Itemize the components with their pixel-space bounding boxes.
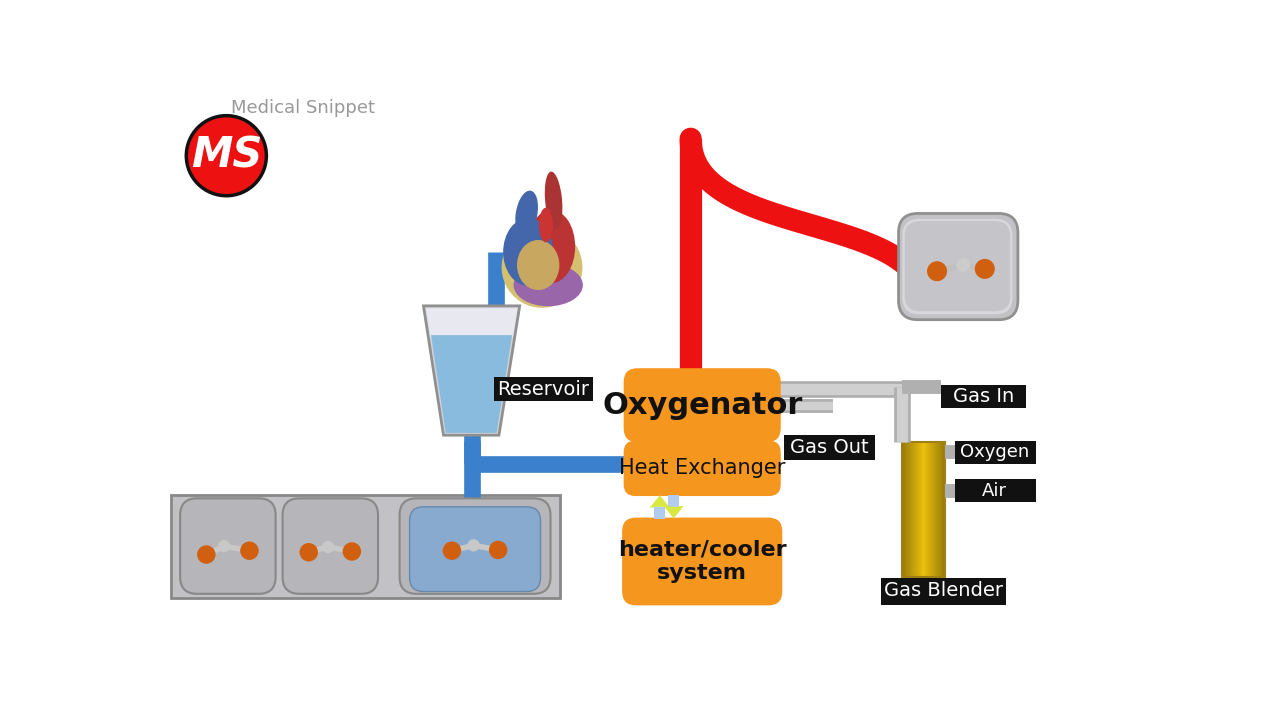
Ellipse shape (545, 171, 562, 229)
Text: Gas Blender: Gas Blender (883, 581, 1002, 600)
Text: Reservoir: Reservoir (498, 379, 590, 398)
Bar (494, 377, 593, 400)
Bar (941, 385, 1025, 408)
Bar (955, 441, 1036, 464)
Circle shape (321, 541, 334, 553)
Circle shape (956, 258, 970, 272)
Text: Air: Air (982, 482, 1007, 500)
Ellipse shape (527, 210, 575, 283)
Bar (881, 577, 1006, 605)
Ellipse shape (516, 191, 538, 236)
Ellipse shape (517, 240, 559, 290)
Bar (668, 495, 680, 507)
FancyBboxPatch shape (623, 441, 781, 496)
Circle shape (975, 259, 995, 279)
Text: Gas Out: Gas Out (790, 438, 869, 457)
Polygon shape (431, 335, 512, 433)
Text: Oxygenator: Oxygenator (602, 391, 803, 420)
FancyBboxPatch shape (283, 498, 378, 594)
FancyBboxPatch shape (622, 518, 782, 606)
Text: Medical Snippet: Medical Snippet (230, 99, 375, 117)
Polygon shape (426, 308, 517, 338)
Text: Oxygen: Oxygen (960, 443, 1029, 461)
Text: heater/cooler
system: heater/cooler system (618, 540, 786, 583)
Ellipse shape (539, 207, 553, 243)
Ellipse shape (503, 218, 553, 286)
Text: MS: MS (191, 135, 262, 176)
Bar (902, 442, 945, 577)
FancyBboxPatch shape (623, 368, 781, 442)
Circle shape (241, 541, 259, 560)
Circle shape (927, 261, 947, 282)
Text: Heat Exchanger: Heat Exchanger (620, 459, 786, 478)
Bar (654, 507, 666, 519)
Circle shape (197, 545, 215, 564)
FancyBboxPatch shape (410, 507, 540, 592)
Bar (955, 479, 1036, 503)
Circle shape (300, 543, 317, 562)
Circle shape (343, 542, 361, 561)
Circle shape (218, 540, 230, 552)
FancyBboxPatch shape (180, 498, 275, 594)
Circle shape (467, 539, 480, 552)
FancyArrow shape (650, 495, 669, 508)
FancyBboxPatch shape (902, 219, 1012, 315)
Text: Gas In: Gas In (952, 387, 1014, 406)
FancyBboxPatch shape (899, 213, 1018, 320)
Ellipse shape (513, 264, 582, 306)
Bar (172, 495, 559, 598)
Circle shape (443, 541, 461, 560)
Circle shape (187, 116, 266, 196)
Polygon shape (424, 306, 520, 435)
FancyBboxPatch shape (905, 221, 1010, 311)
Circle shape (489, 541, 507, 559)
FancyArrow shape (664, 506, 684, 518)
Bar (783, 435, 874, 460)
FancyBboxPatch shape (399, 498, 550, 594)
Ellipse shape (502, 227, 582, 307)
